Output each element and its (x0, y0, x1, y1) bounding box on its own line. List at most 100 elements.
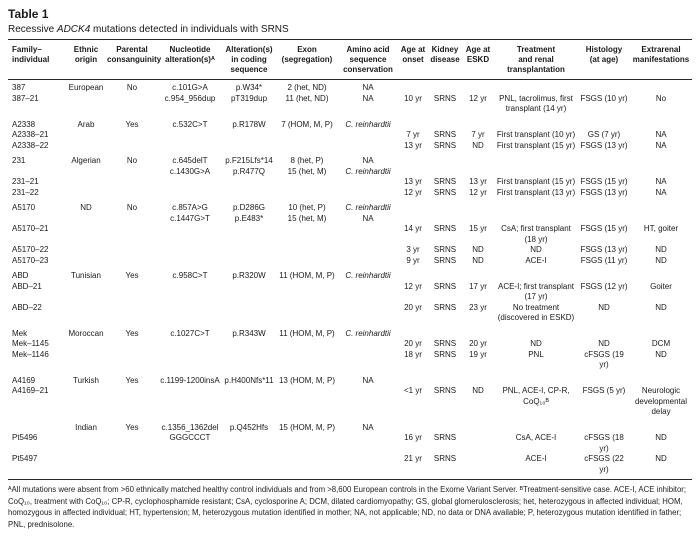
table-cell (338, 224, 398, 245)
table-cell: 20 yr (469, 339, 487, 348)
table-cell (222, 256, 276, 267)
table-cell (106, 224, 158, 245)
table-cell (222, 177, 276, 188)
table-cell: Moroccan (68, 328, 104, 338)
table-cell (222, 224, 276, 245)
table-row: ABD–21 12 yr SRNS 17 yr ACE-I; first transpl… (8, 282, 692, 303)
table-cell: A2338 (12, 119, 36, 129)
table-cell: 20 yr (404, 339, 422, 348)
table-cell: ACE-I; first transplant (17 yr) (497, 281, 575, 302)
table-cell: A5170–21 (12, 224, 49, 233)
table-cell (106, 141, 158, 152)
table-cell (276, 350, 338, 371)
table-cell (462, 115, 494, 131)
table-cell (578, 167, 630, 178)
table-cell (222, 303, 276, 324)
table-cell (66, 339, 106, 350)
table-cell: 231 (12, 156, 26, 165)
table-cell: ND (472, 255, 484, 265)
table-cell: c.532C>T (172, 119, 208, 129)
table-cell (494, 167, 578, 178)
table-cell: Mek–1145 (12, 339, 49, 348)
table-cell (398, 80, 428, 94)
column-header: Age at onset (398, 40, 428, 80)
table-row: c.1447G>T p.E483* 15 (het, M) NA (8, 214, 692, 225)
table-cell (158, 282, 222, 303)
table-cell: Pt5497 (12, 454, 38, 463)
table-cell: 8 (het, P) (290, 156, 324, 165)
table-subtitle: Recessive ADCK4 mutations detected in in… (8, 24, 692, 35)
table-cell (494, 80, 578, 94)
table-cell: c.1447G>T (170, 213, 210, 223)
table-row: c.1430G>A p.R477Q 15 (het, M) C. reinhardti… (8, 167, 692, 178)
table-cell: ACE-I (525, 454, 547, 463)
table-cell: c.958C>T (172, 271, 208, 280)
table-cell (578, 266, 630, 282)
table-cell: 13 yr (404, 177, 422, 186)
table-cell (630, 115, 692, 131)
table-cell: 11 (HOM, M, P) (279, 328, 335, 338)
table-cell: 21 yr (404, 454, 422, 463)
table-cell (66, 224, 106, 245)
table-cell (158, 386, 222, 418)
table-cell (338, 188, 398, 199)
table-cell: FSGS (15 yr) (580, 177, 628, 186)
table-cell (66, 214, 106, 225)
table-footnote: ᴬAll mutations were absent from >60 ethn… (8, 479, 692, 530)
table-cell (106, 94, 158, 115)
table-cell (494, 324, 578, 340)
table-cell: ND (472, 386, 484, 395)
table-cell: SRNS (433, 140, 457, 150)
table-cell (338, 454, 398, 475)
table-cell: NA (362, 422, 374, 432)
table-cell (66, 256, 106, 267)
table-cell: NA (655, 177, 667, 186)
table-cell: c.1027C>T (170, 328, 210, 338)
table-cell (158, 141, 222, 152)
table-cell (66, 141, 106, 152)
table-cell (578, 324, 630, 340)
table-cell: ND (472, 140, 484, 150)
table-cell: 10 (het, P) (288, 203, 326, 212)
table-cell: SRNS (433, 349, 457, 359)
table-cell: Neurologic developmental delay (634, 386, 688, 416)
table-cell (494, 371, 578, 387)
table-cell (428, 115, 462, 131)
table-cell: No (126, 156, 138, 165)
table-cell (398, 324, 428, 340)
table-cell (158, 224, 222, 245)
table-cell (630, 266, 692, 282)
table-cell (222, 386, 276, 418)
table-cell: p.R343W (232, 328, 266, 338)
table-cell: Indian (75, 422, 97, 432)
table-row: 387 European No c.101G>A p.W34* 2 (het, ND) NA (8, 80, 692, 94)
column-header: Age at ESKD (462, 40, 494, 80)
table-cell: First transplant (13 yr) (496, 187, 576, 197)
table-cell: cFSGS (18 yr) (584, 433, 624, 453)
table-cell: cFSGS (19 yr) (584, 349, 624, 370)
table-cell: 15 (HOM, M, P) (278, 422, 335, 432)
table-cell: 3 yr (406, 245, 420, 254)
table-cell (106, 339, 158, 350)
table-cell (8, 167, 66, 178)
table-cell (428, 167, 462, 178)
table-cell (630, 80, 692, 94)
table-cell: 11 (het, ND) (285, 93, 329, 103)
table-cell (462, 266, 494, 282)
table-row: Mek Moroccan Yes c.1027C>T p.R343W 11 (HOM, M… (8, 324, 692, 340)
table-cell: Yes (125, 119, 139, 129)
table-cell (462, 214, 494, 225)
gene-name: ADCK4 (56, 24, 91, 35)
table-cell (8, 214, 66, 225)
table-cell (462, 324, 494, 340)
table-cell: GGGCCCT (169, 433, 211, 442)
table-cell: ND (655, 433, 667, 442)
table-cell: NA (655, 187, 667, 197)
table-cell: FSGS (13 yr) (580, 140, 628, 150)
table-cell: SRNS (433, 93, 457, 103)
table-cell: C. reinhardtii (345, 271, 391, 280)
table-cell (276, 224, 338, 245)
table-cell: 7 yr (471, 130, 485, 139)
table-cell: 13 yr (469, 177, 487, 186)
table-cell: 12 yr (404, 187, 422, 197)
